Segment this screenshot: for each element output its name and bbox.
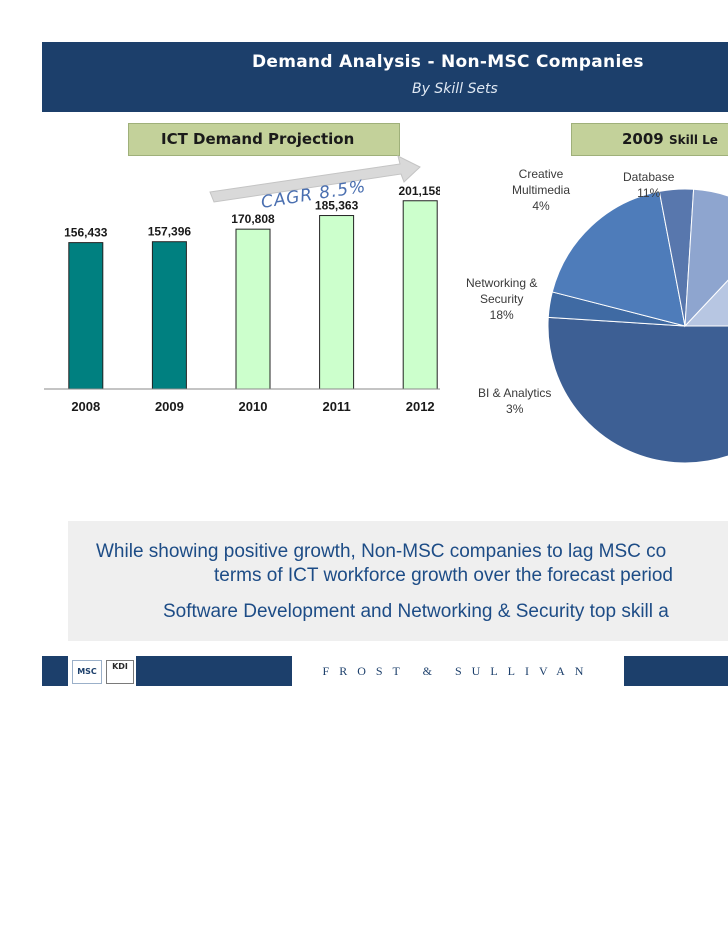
pie-chart-label-year: 2009: [622, 130, 664, 148]
value-label-2011: 185,363: [315, 199, 359, 213]
value-label-2012: 201,158: [399, 184, 440, 198]
slice-software-development: [547, 316, 728, 464]
slice-label-networking-security: Networking & Security 18%: [466, 276, 538, 322]
kdi-logo: KDI: [106, 660, 134, 684]
value-label-2008: 156,433: [64, 226, 108, 240]
bar-2012: [402, 200, 438, 390]
slice-label-database: Database 11%: [623, 170, 675, 200]
x-tick-2009: 2009: [155, 399, 184, 414]
page-subtitle: By Skill Sets: [412, 81, 498, 97]
bar-chart: CAGR 8.5%156,4332008157,3962009170,80820…: [44, 155, 440, 414]
pie-chart-label: 2009 Skill Le: [571, 123, 728, 156]
value-label-2009: 157,396: [148, 225, 192, 239]
x-tick-2008: 2008: [71, 399, 100, 414]
msc-logo: MSC: [72, 660, 102, 684]
partner-logos: MSC KDI: [68, 656, 136, 686]
slice-label-bi-analytics: BI & Analytics 3%: [478, 386, 552, 416]
header-bar: [42, 42, 728, 112]
bar-2008: [68, 242, 104, 390]
pie-chart-label-rest: Skill Le: [668, 133, 718, 147]
x-tick-2012: 2012: [406, 399, 435, 414]
note-line-3: Software Development and Networking & Se…: [163, 601, 669, 622]
page-title: Demand Analysis - Non-MSC Companies: [252, 52, 644, 72]
bar-chart-label: ICT Demand Projection: [128, 123, 400, 156]
x-tick-2010: 2010: [239, 399, 268, 414]
x-tick-2011: 2011: [322, 399, 350, 414]
bar-2009: [151, 241, 187, 390]
summary-note: While showing positive growth, Non-MSC c…: [68, 521, 728, 641]
slice-networking-security: [551, 190, 686, 327]
slice-label-creative-multimedia: Creative Multimedia 4%: [512, 167, 571, 213]
brand-logo: FROST & SULLIVAN: [292, 656, 624, 686]
value-label-2010: 170,808: [231, 212, 275, 226]
pie-chart: [547, 188, 728, 464]
note-line-1: While showing positive growth, Non-MSC c…: [96, 541, 667, 562]
bar-2011: [319, 215, 355, 390]
slice-database: [684, 188, 728, 328]
bar-2010: [235, 228, 271, 390]
cagr-arrow: [209, 155, 421, 203]
note-line-2: terms of ICT workforce growth over the f…: [214, 565, 673, 586]
